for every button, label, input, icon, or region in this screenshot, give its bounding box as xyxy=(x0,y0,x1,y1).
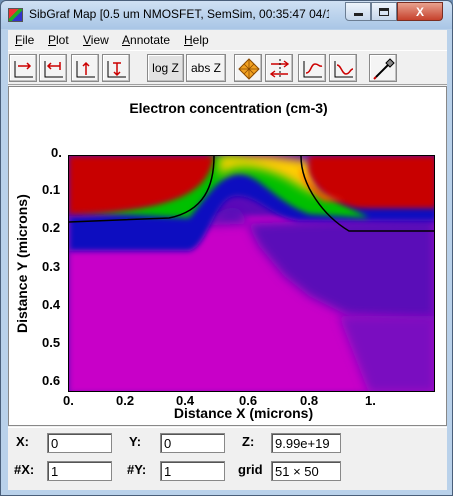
y-start-button[interactable] xyxy=(71,54,99,82)
drain-region xyxy=(309,156,434,208)
y-index-field: 1 xyxy=(160,461,225,481)
mesh-icon xyxy=(238,58,260,80)
source-region xyxy=(69,156,214,214)
x-end-button[interactable] xyxy=(39,54,67,82)
y-tick-label: 0.3 xyxy=(42,259,61,274)
y-start-icon xyxy=(76,61,95,78)
x-start-icon xyxy=(14,61,33,78)
menu-view-label: iew xyxy=(90,33,109,47)
toolbar: log Z abs Z xyxy=(8,50,447,85)
menu-bar: File Plot View Annotate Help xyxy=(8,30,447,49)
orange-halo xyxy=(299,166,344,201)
menu-help[interactable]: Help xyxy=(184,33,209,47)
chart-title: Electron concentration (cm-3) xyxy=(129,100,328,116)
menu-annotate-label: nnotate xyxy=(130,33,171,47)
electron-concentration-map[interactable] xyxy=(68,155,435,392)
x-coord-label: X: xyxy=(16,434,29,449)
menu-view[interactable]: View xyxy=(83,33,109,47)
minimize-button[interactable] xyxy=(345,2,371,21)
menu-plot-accel: P xyxy=(48,33,57,47)
green-band xyxy=(69,156,369,218)
window-title: SibGraf Map [0.5 um NMOSFET, SemSim, 00:… xyxy=(29,7,329,21)
title-bar[interactable]: SibGraf Map [0.5 um NMOSFET, SemSim, 00:… xyxy=(1,1,452,29)
x-tick-label: 1. xyxy=(365,393,376,408)
menu-plot[interactable]: Plot xyxy=(48,33,69,47)
close-button[interactable]: X xyxy=(397,2,443,21)
y-coord-field: 0 xyxy=(160,433,225,453)
y-cut-icon xyxy=(334,61,354,78)
mesh-button[interactable] xyxy=(234,54,262,82)
junction-line-source xyxy=(69,156,215,223)
y-end-button[interactable] xyxy=(102,54,130,82)
menu-annotate[interactable]: Annotate xyxy=(122,33,170,47)
y-tick-label: 0.4 xyxy=(42,297,61,312)
y-tick-label: 0.2 xyxy=(42,220,61,235)
x-index-label: #X: xyxy=(14,462,35,477)
purple-lower xyxy=(339,316,434,391)
minimize-icon xyxy=(353,12,363,16)
menu-file-accel: F xyxy=(15,33,23,47)
menu-view-accel: V xyxy=(83,33,91,47)
vector-icon xyxy=(269,59,290,79)
x-tick-label: 0.2 xyxy=(116,393,135,408)
x-tick-label: 0.8 xyxy=(300,393,319,408)
abs-z-button[interactable]: abs Z xyxy=(186,54,226,82)
x-tick-label: 0.4 xyxy=(176,393,195,408)
y-coord-label: Y: xyxy=(129,434,142,449)
x-index-field: 1 xyxy=(47,461,112,481)
x-axis-label: Distance X (microns) xyxy=(173,405,314,421)
z-value-field: 9.99e+19 xyxy=(271,433,341,453)
grid-size-field: 51 × 50 xyxy=(271,461,341,481)
x-tick-label: 0.6 xyxy=(239,393,258,408)
status-bar: X: 0 Y: 0 Z: 9.99e+19 #X: 1 #Y: 1 grid 5… xyxy=(8,427,447,490)
y-tick-label: 0. xyxy=(51,145,62,160)
z-value-label: Z: xyxy=(242,434,255,449)
y-tick-label: 0.5 xyxy=(42,335,61,350)
y-index-label: #Y: xyxy=(127,462,147,477)
maximize-icon xyxy=(379,7,389,16)
y-tick-label: 0.6 xyxy=(42,373,61,388)
y-axis-label: Distance Y (microns) xyxy=(14,194,30,333)
grid-label: grid xyxy=(238,462,263,477)
yellow-core xyxy=(219,156,319,196)
plot-area[interactable]: Electron concentration (cm-3) Distance Y… xyxy=(8,86,447,426)
menu-plot-label: lot xyxy=(56,33,69,47)
client-area: File Plot View Annotate Help log Z abs Z xyxy=(8,30,447,490)
blue-band xyxy=(69,171,434,251)
x-cut-button[interactable] xyxy=(298,54,326,82)
close-icon: X xyxy=(415,4,424,19)
menu-file[interactable]: File xyxy=(15,33,34,47)
x-cut-icon xyxy=(303,61,323,78)
menu-help-label: elp xyxy=(192,33,209,47)
purple-wedge xyxy=(189,207,434,321)
heatmap-svg xyxy=(69,156,434,391)
y-tick-label: 0.1 xyxy=(42,182,61,197)
probe-icon xyxy=(373,58,395,80)
log-z-button[interactable]: log Z xyxy=(147,54,184,82)
maximize-button[interactable] xyxy=(371,2,397,21)
vector-button[interactable] xyxy=(265,54,293,82)
y-end-icon xyxy=(107,61,126,78)
x-tick-label: 0. xyxy=(63,393,74,408)
x-coord-field: 0 xyxy=(47,433,112,453)
app-icon[interactable] xyxy=(8,8,23,22)
menu-annotate-accel: A xyxy=(122,33,131,47)
probe-button[interactable] xyxy=(369,54,397,82)
x-end-icon xyxy=(44,61,63,78)
junction-line-drain xyxy=(300,156,434,232)
x-start-button[interactable] xyxy=(9,54,37,82)
menu-file-label: ile xyxy=(22,33,35,47)
menu-help-accel: H xyxy=(184,33,193,47)
y-cut-button[interactable] xyxy=(329,54,357,82)
